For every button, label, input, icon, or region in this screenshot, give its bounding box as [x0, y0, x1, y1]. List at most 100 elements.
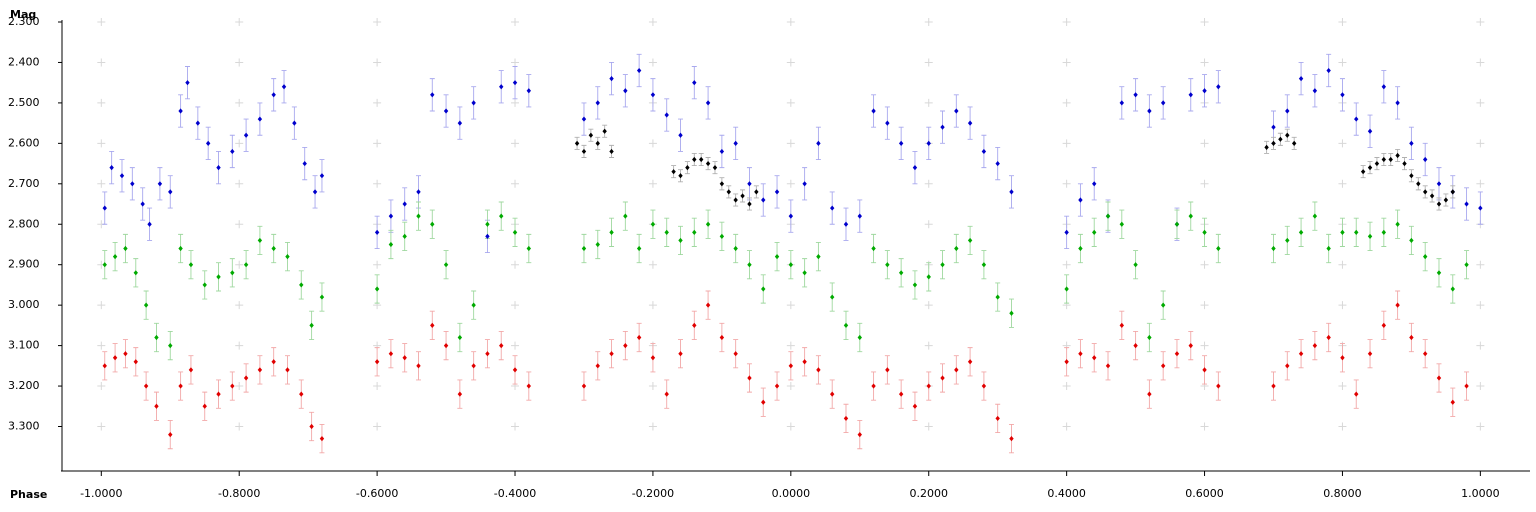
data-point [1298, 229, 1304, 235]
data-point [319, 436, 325, 442]
data-point [898, 270, 904, 276]
y-tick-label: 3.300 [8, 420, 40, 433]
data-point [1381, 322, 1387, 328]
data-point [1436, 270, 1442, 276]
grid-plus [97, 382, 106, 391]
data-point [726, 189, 731, 195]
x-tick-label: 0.0000 [772, 487, 811, 500]
data-point [761, 286, 766, 292]
data-point [1367, 351, 1373, 357]
data-point [133, 359, 138, 365]
data-point [402, 355, 407, 361]
data-point [195, 120, 201, 126]
data-point [788, 363, 794, 369]
grid-plus [511, 98, 520, 107]
data-point [312, 189, 318, 195]
data-point [995, 160, 1000, 167]
data-point [664, 229, 669, 235]
data-point [733, 245, 738, 252]
data-point [595, 140, 600, 146]
data-point [526, 88, 532, 94]
data-point [802, 270, 807, 276]
grid-plus [1062, 260, 1071, 269]
data-point [1478, 205, 1483, 211]
grid-plus [1200, 139, 1209, 148]
data-point [1464, 262, 1469, 268]
data-point [374, 229, 380, 235]
data-point [1422, 351, 1428, 357]
data-point [457, 391, 463, 397]
data-point [512, 367, 518, 373]
x-tick-label: 0.8000 [1323, 487, 1362, 500]
data-point [1147, 391, 1152, 397]
grid-plus [1062, 18, 1071, 26]
x-tick-label: 0.4000 [1047, 487, 1086, 500]
data-point [1271, 245, 1276, 252]
data-point [188, 367, 194, 373]
grid-plus [97, 179, 106, 188]
data-point [309, 322, 314, 328]
data-point [1078, 245, 1083, 252]
grid-plus [235, 18, 244, 26]
x-axis-label: Phase [10, 488, 47, 501]
data-point [1278, 136, 1283, 142]
data-point [774, 254, 780, 260]
data-point [595, 241, 600, 248]
data-point [650, 355, 656, 361]
data-point [774, 383, 780, 389]
data-point [581, 383, 587, 389]
grid-plus [786, 58, 795, 67]
data-point [143, 302, 149, 308]
data-point [1160, 302, 1166, 308]
grid-plus [511, 58, 520, 67]
grid-plus [1476, 422, 1485, 431]
data-point [885, 367, 890, 373]
x-tick-label: -1.0000 [80, 487, 122, 500]
grid-plus [511, 18, 520, 26]
data-point [981, 262, 987, 268]
data-point [1354, 116, 1359, 122]
grid-plus [1200, 58, 1209, 67]
data-point [671, 169, 676, 175]
data-point [1202, 367, 1207, 373]
data-point [1354, 229, 1359, 235]
data-point [202, 282, 207, 288]
data-point [526, 383, 532, 389]
grid-plus [97, 301, 106, 310]
data-point [1450, 399, 1455, 405]
data-point [636, 245, 642, 252]
data-point [1450, 189, 1455, 195]
data-point [416, 189, 421, 195]
data-point [499, 343, 504, 349]
grid-plus [1062, 98, 1071, 107]
data-point [1422, 254, 1428, 260]
grid-plus [786, 139, 795, 148]
grid-plus [373, 422, 382, 431]
grid-plus [1200, 179, 1209, 188]
data-point [1285, 363, 1290, 369]
data-point [102, 262, 107, 268]
grid-plus [648, 382, 657, 391]
grid-plus [924, 301, 933, 310]
data-point [1133, 262, 1138, 268]
grid-plus [786, 179, 795, 188]
grid-plus [235, 260, 244, 269]
data-point [243, 375, 249, 381]
data-point [733, 351, 738, 357]
data-point [650, 221, 656, 227]
data-point [457, 334, 463, 341]
grid-plus [1338, 139, 1347, 148]
data-point [747, 262, 752, 268]
data-point [705, 302, 711, 308]
data-point [1340, 92, 1345, 98]
data-point [285, 254, 290, 260]
data-point [443, 343, 449, 349]
data-point [123, 245, 128, 252]
data-point [271, 359, 276, 365]
data-point [243, 262, 249, 268]
data-point [602, 128, 607, 134]
data-point [140, 201, 145, 207]
data-point [1009, 310, 1014, 316]
data-point [1092, 355, 1097, 361]
data-point [940, 124, 945, 130]
